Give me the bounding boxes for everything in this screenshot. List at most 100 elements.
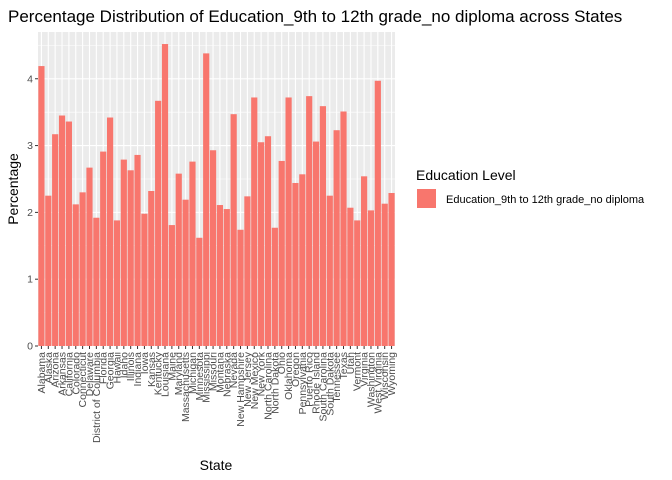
bar-new-mexico [251, 97, 258, 346]
bar-california [65, 121, 72, 346]
bar-north-dakota [271, 227, 278, 346]
legend: Education Level Education_9th to 12th gr… [416, 167, 645, 208]
y-tick-label: 1 [27, 274, 33, 286]
bar-iowa [141, 213, 148, 346]
bar-kansas [148, 191, 155, 346]
bar-south-dakota [326, 195, 333, 346]
bar-wisconsin [381, 203, 388, 346]
bar-wyoming [388, 193, 395, 346]
x-tick-label: Mississippi [201, 352, 213, 403]
bar-district-of-columbia [93, 217, 100, 346]
bar-mississippi [203, 53, 210, 346]
bar-illinois [127, 170, 134, 346]
x-tick-label: Maine [166, 352, 178, 381]
bar-idaho [120, 159, 127, 346]
x-tick-label: Wisconsin [379, 352, 391, 400]
x-tick-label: Puerto Rico [304, 352, 316, 407]
bar-maine [168, 225, 175, 346]
bar-michigan [189, 161, 196, 346]
bar-virginia [361, 176, 368, 346]
x-tick-label: Maryland [173, 352, 185, 395]
x-tick-label: Indiana [132, 352, 144, 387]
y-axis: 0 1 2 3 4 [27, 73, 38, 353]
bar-kentucky [155, 100, 162, 346]
x-tick-label: District of Columbia [91, 352, 103, 443]
legend-key-swatch [417, 189, 436, 208]
bar-utah [347, 207, 354, 346]
bar-arizona [52, 134, 59, 346]
x-tick-label: Wyoming [386, 352, 398, 396]
bar-georgia [106, 117, 114, 346]
bars [38, 44, 395, 347]
bar-pennsylvania [299, 174, 306, 346]
bar-tennessee [333, 130, 340, 346]
y-tick-label: 0 [27, 341, 33, 353]
bar-arkansas [58, 115, 66, 346]
x-tick-label: South Carolina [317, 352, 329, 422]
x-tick-label: Oregon [290, 352, 302, 387]
x-tick-label: Texas [338, 352, 350, 379]
bar-florida [100, 151, 107, 346]
x-tick-label: Tennessee [331, 352, 343, 403]
y-tick-label: 4 [27, 73, 33, 85]
chart-title: Percentage Distribution of Education_9th… [8, 7, 622, 26]
x-tick-label: Rhode Island [311, 352, 323, 414]
bar-puerto-rico [306, 96, 313, 346]
bar-delaware [86, 167, 93, 346]
x-tick-label: Oklahoma [283, 352, 295, 400]
x-axis: AlabamaAlaskaArizonaArkansasCaliforniaCo… [36, 346, 398, 443]
x-tick-label: Washington [365, 352, 377, 407]
x-tick-label: Nebraska [221, 352, 233, 397]
x-tick-label: Arizona [50, 352, 62, 388]
x-tick-label: Ohio [276, 352, 288, 374]
y-tick-label: 3 [27, 140, 33, 152]
x-tick-label: California [63, 352, 75, 397]
x-tick-label: Kansas [146, 352, 158, 387]
x-tick-label: North Carolina [262, 352, 274, 420]
bar-alaska [45, 195, 52, 346]
x-tick-label: Montana [214, 352, 226, 393]
bar-new-hampshire [237, 229, 244, 346]
x-tick-label: Kentucky [153, 351, 165, 395]
bar-new-jersey [244, 196, 251, 346]
y-axis-title: Percentage [5, 153, 21, 225]
y-tick-label: 2 [27, 207, 33, 219]
bar-north-carolina [264, 136, 272, 346]
x-tick-label: Virginia [359, 352, 371, 387]
x-axis-title: State [200, 457, 233, 473]
bar-alabama [38, 66, 45, 347]
bar-oklahoma [285, 97, 292, 346]
x-tick-label: Michigan [187, 352, 199, 394]
x-tick-label: Colorado [70, 352, 82, 395]
x-tick-label: New Hampshire [235, 352, 247, 427]
x-tick-label: New Jersey [242, 351, 254, 407]
bar-minnesota [196, 237, 203, 346]
x-tick-label: Arkansas [57, 352, 69, 396]
bar-colorado [72, 204, 79, 346]
x-tick-label: Alaska [43, 352, 55, 384]
x-tick-label: Illinois [125, 352, 137, 381]
x-tick-label: Hawaii [111, 352, 123, 384]
x-tick-label: Idaho [118, 352, 130, 378]
bar-south-carolina [319, 106, 327, 347]
x-tick-label: South Dakota [324, 352, 336, 416]
x-tick-label: Nevada [228, 352, 240, 388]
bar-indiana [134, 154, 141, 346]
bar-maryland [175, 173, 182, 346]
bar-west-virginia [374, 80, 381, 347]
bar-rhode-island [312, 141, 320, 346]
legend-title: Education Level [416, 167, 516, 183]
bar-connecticut [79, 192, 86, 346]
legend-label: Education_9th to 12th grade_no diploma [446, 194, 645, 206]
bar-nebraska [223, 209, 230, 346]
x-tick-label: Delaware [84, 352, 96, 397]
bar-massachusetts [182, 199, 189, 346]
x-tick-label: Missouri [208, 352, 220, 391]
x-tick-label: Iowa [139, 352, 151, 374]
x-tick-label: West Virginia [372, 352, 384, 414]
bar-washington [367, 210, 375, 346]
bar-new-york [258, 142, 265, 346]
x-tick-label: Alabama [36, 352, 48, 394]
bar-louisiana [161, 44, 169, 346]
